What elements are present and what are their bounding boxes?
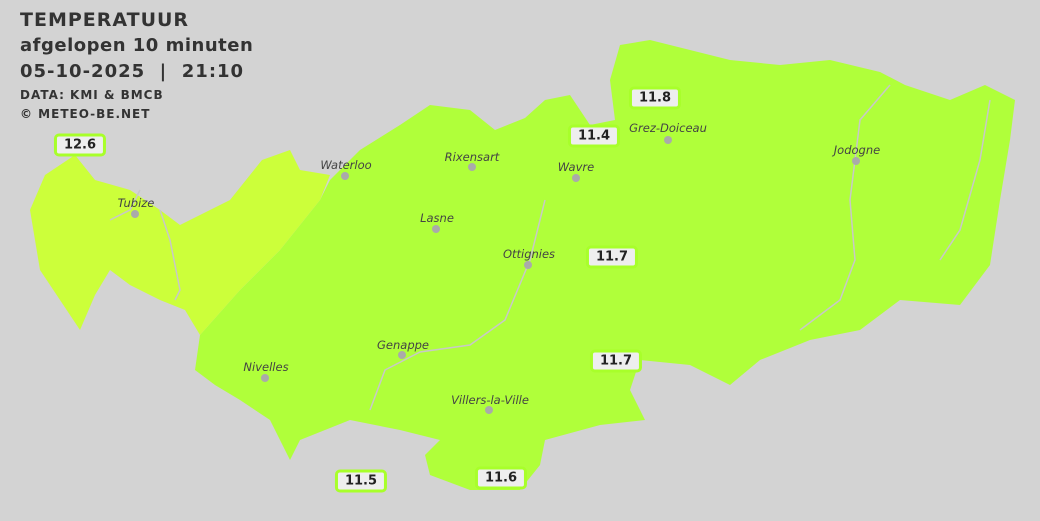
town-label: Jodogne <box>833 143 881 157</box>
town-label: Tubize <box>117 196 155 210</box>
map-datetime: 05-10-2025 | 21:10 <box>20 61 245 82</box>
town-label: Ottignies <box>502 247 556 261</box>
copyright: © METEO-BE.NET <box>20 107 151 121</box>
town-dot <box>261 374 269 382</box>
town-label: Wavre <box>557 160 595 174</box>
town-dot <box>485 406 493 414</box>
town-label: Lasne <box>420 211 454 225</box>
town-label: Rixensart <box>444 150 500 164</box>
map-subtitle: afgelopen 10 minuten <box>20 35 254 56</box>
town-label: Grez-Doiceau <box>629 121 707 135</box>
town-label: Villers-la-Ville <box>451 393 529 407</box>
data-source: DATA: KMI & BMCB <box>20 88 164 102</box>
town-dot <box>572 174 580 182</box>
town-dot <box>664 136 672 144</box>
town-label: Nivelles <box>243 360 289 374</box>
zone-west <box>30 150 330 335</box>
town-label: Waterloo <box>320 158 372 172</box>
temperature-reading[interactable]: 11.7 <box>585 245 639 269</box>
temperature-reading[interactable]: 11.7 <box>589 349 643 373</box>
town-dot <box>341 172 349 180</box>
temperature-reading[interactable]: 11.5 <box>334 469 388 493</box>
temperature-reading[interactable]: 11.8 <box>628 86 682 110</box>
map-title: TEMPERATUUR <box>20 9 190 31</box>
temperature-reading[interactable]: 11.6 <box>474 466 528 490</box>
town-dot <box>131 210 139 218</box>
town-dot <box>852 157 860 165</box>
town-dot <box>398 351 406 359</box>
temperature-reading[interactable]: 12.6 <box>53 133 107 157</box>
temperature-reading[interactable]: 11.4 <box>567 124 621 148</box>
town-dot <box>432 225 440 233</box>
town-dot <box>524 261 532 269</box>
town-dot <box>468 163 476 171</box>
rivers <box>109 84 991 411</box>
town-label: Genappe <box>377 338 429 352</box>
